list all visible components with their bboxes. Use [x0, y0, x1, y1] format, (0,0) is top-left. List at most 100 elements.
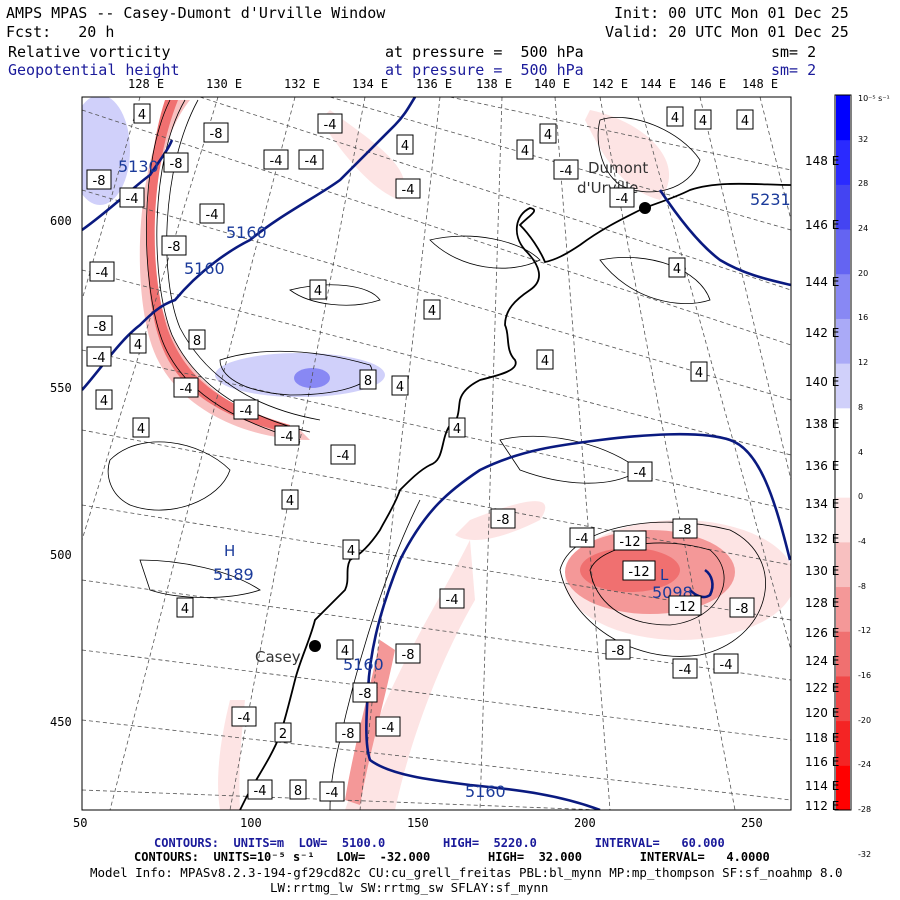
height-label-5160-c: 5160	[343, 655, 384, 674]
contour-label-text: -4	[254, 784, 267, 799]
vort-pink-sw	[218, 700, 245, 810]
contour-label-box: 8	[188, 329, 206, 350]
contour-label-box: -4	[247, 779, 273, 800]
contour-label-box: -4	[395, 178, 421, 199]
contour-label-frame	[133, 103, 151, 124]
contour-label-text: -8	[170, 157, 183, 172]
graticule	[82, 97, 791, 810]
contour-label-frame	[627, 461, 653, 482]
contour-label-text: -4	[402, 183, 415, 198]
contour-label-frame	[129, 333, 147, 354]
contour-label-text: 4	[286, 494, 294, 509]
vort-pink-s-core	[345, 640, 395, 805]
contour-label-box: -8	[203, 122, 229, 143]
contour-label-box: 8	[359, 369, 377, 390]
height-label-5160-b: 5160	[184, 259, 225, 278]
coastline	[239, 182, 791, 810]
contour-label-frame	[352, 682, 378, 703]
edge-longitude-label: 140 E	[805, 375, 840, 389]
contour-label-frame	[605, 639, 631, 660]
contour-label-box: -12	[622, 560, 656, 581]
contour-label-text: -8	[359, 687, 372, 702]
y-tick-label: 450	[50, 715, 72, 729]
contour-label-frame	[274, 722, 292, 743]
contour-label-text: -12	[628, 565, 649, 580]
contour-label-frame	[395, 178, 421, 199]
longitude-label: 132 E	[284, 77, 321, 91]
contour-label-text: -4	[238, 711, 251, 726]
colorbar-unit: 10⁻⁵ s⁻¹	[858, 94, 890, 103]
colorbar	[834, 94, 852, 811]
contour-label-box: -4	[231, 706, 257, 727]
contour-label-frame	[309, 279, 327, 300]
colorbar-segment	[836, 720, 850, 766]
contour-label-box: -4	[233, 399, 259, 420]
longitude-label: 142 E	[592, 77, 629, 91]
contour-label-frame	[609, 187, 635, 208]
colorbar-tick-label: 20	[858, 268, 869, 278]
contour-label-frame	[233, 399, 259, 420]
edge-longitude-label: 138 E	[805, 417, 840, 431]
longitude-label: 144 E	[640, 77, 677, 91]
height-contours	[82, 97, 791, 810]
edge-longitude-label: 134 E	[805, 497, 840, 511]
edge-longitude-label: 128 E	[805, 596, 840, 610]
contour-label-text: 4	[541, 354, 549, 369]
colorbar-segment	[836, 363, 850, 409]
edge-longitude-label: 148 E	[805, 154, 840, 168]
contour-label-frame	[448, 417, 466, 438]
contour-label-text: -8	[679, 523, 692, 538]
contour-label-frame	[713, 653, 739, 674]
contour-label-box: 4	[309, 279, 327, 300]
edge-longitude-label: 112 E	[805, 799, 840, 813]
contour-label-text: 4	[137, 422, 145, 437]
edge-longitude-label: 118 E	[805, 731, 840, 745]
contour-label-frame	[173, 377, 199, 398]
contour-label-box: -8	[729, 597, 755, 618]
colorbar-tick-label: 16	[858, 313, 869, 323]
contour-label-text: 8	[364, 374, 372, 389]
edge-longitude-label: 124 E	[805, 654, 840, 668]
contour-label-text: 4	[695, 366, 703, 381]
contour-label-frame	[690, 361, 708, 382]
contour-label-text: -12	[619, 535, 640, 550]
colorbar-segment	[836, 631, 850, 677]
longitude-label: 146 E	[690, 77, 727, 91]
contour-label-box: -4	[375, 716, 401, 737]
contour-label-frame	[95, 389, 113, 410]
contour-label-frame	[163, 152, 189, 173]
contour-label-text: -8	[402, 648, 415, 663]
contour-label-box: 4	[539, 123, 557, 144]
contour-label-box: -8	[87, 315, 113, 336]
contour-label-box: 4	[396, 134, 414, 155]
contour-label-box: -8	[490, 508, 516, 529]
contour-label-box: 4	[129, 333, 147, 354]
contour-label-frame	[375, 716, 401, 737]
low-symbol: L	[660, 566, 669, 584]
contour-label-box: -4	[263, 149, 289, 170]
field2-level: at pressure = 500 hPa	[385, 61, 584, 79]
contour-label-text: -8	[736, 602, 749, 617]
colorbar-tick-label: 8	[858, 402, 864, 412]
contour-label-box: 4	[736, 109, 754, 130]
edge-longitude-label: 126 E	[805, 626, 840, 640]
contour-label-frame	[274, 425, 300, 446]
contour-label-box: 4	[516, 139, 534, 160]
colorbar-tick-label: 32	[858, 134, 869, 144]
contour-label-frame	[319, 781, 345, 802]
contour-label-frame	[539, 123, 557, 144]
contour-label-text: -4	[281, 430, 294, 445]
contour-label-frame	[87, 315, 113, 336]
contour-label-frame	[335, 722, 361, 743]
contour-label-text: 4	[453, 422, 461, 437]
contour-label-text: 4	[341, 644, 349, 659]
contour-label-box: 4	[536, 349, 554, 370]
contour-label-text: -8	[168, 240, 181, 255]
contour-label-frame	[289, 779, 307, 800]
contour-label-box: -12	[668, 595, 702, 616]
contour-label-frame	[281, 489, 299, 510]
contour-label-text: -4	[634, 466, 647, 481]
height-label-5130: 5130	[118, 157, 159, 176]
contour-label-box: -8	[352, 682, 378, 703]
contour-label-text: 4	[347, 544, 355, 559]
